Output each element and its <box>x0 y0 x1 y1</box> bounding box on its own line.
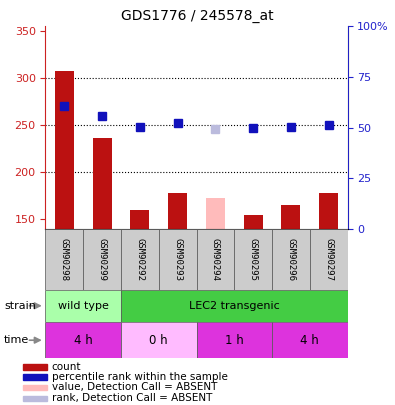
Bar <box>55 70 74 229</box>
Text: 4 h: 4 h <box>301 334 319 347</box>
Text: GSM90296: GSM90296 <box>286 238 295 281</box>
Bar <box>23 374 47 380</box>
Bar <box>159 229 197 290</box>
Bar <box>244 215 263 229</box>
Text: GDS1776 / 245578_at: GDS1776 / 245578_at <box>121 9 274 23</box>
Text: GSM90295: GSM90295 <box>249 238 258 281</box>
Bar <box>197 229 234 290</box>
Bar <box>197 322 272 358</box>
Text: value, Detection Call = ABSENT: value, Detection Call = ABSENT <box>52 382 217 392</box>
Bar <box>45 322 121 358</box>
Bar <box>121 229 159 290</box>
Bar <box>93 139 111 229</box>
Bar <box>45 290 121 322</box>
Text: GSM90294: GSM90294 <box>211 238 220 281</box>
Bar <box>168 193 187 229</box>
Text: GSM90292: GSM90292 <box>135 238 144 281</box>
Bar <box>310 229 348 290</box>
Bar <box>23 396 47 401</box>
Text: percentile rank within the sample: percentile rank within the sample <box>52 372 228 382</box>
Bar <box>121 322 197 358</box>
Text: 1 h: 1 h <box>225 334 244 347</box>
Bar <box>130 210 149 229</box>
Text: 0 h: 0 h <box>149 334 168 347</box>
Bar <box>23 364 47 370</box>
Bar <box>272 229 310 290</box>
Bar <box>83 229 121 290</box>
Text: wild type: wild type <box>58 301 109 311</box>
Text: GSM90298: GSM90298 <box>60 238 69 281</box>
Bar <box>282 205 300 229</box>
Text: 4 h: 4 h <box>74 334 92 347</box>
Bar <box>121 290 348 322</box>
Bar <box>45 229 83 290</box>
Text: LEC2 transgenic: LEC2 transgenic <box>189 301 280 311</box>
Text: count: count <box>52 362 81 372</box>
Text: GSM90297: GSM90297 <box>324 238 333 281</box>
Text: GSM90299: GSM90299 <box>98 238 107 281</box>
Bar <box>206 198 225 229</box>
Text: strain: strain <box>4 301 36 311</box>
Bar <box>23 384 47 390</box>
Bar <box>234 229 272 290</box>
Text: rank, Detection Call = ABSENT: rank, Detection Call = ABSENT <box>52 394 212 403</box>
Text: GSM90293: GSM90293 <box>173 238 182 281</box>
Text: time: time <box>4 335 29 345</box>
Bar <box>319 193 338 229</box>
Bar <box>272 322 348 358</box>
